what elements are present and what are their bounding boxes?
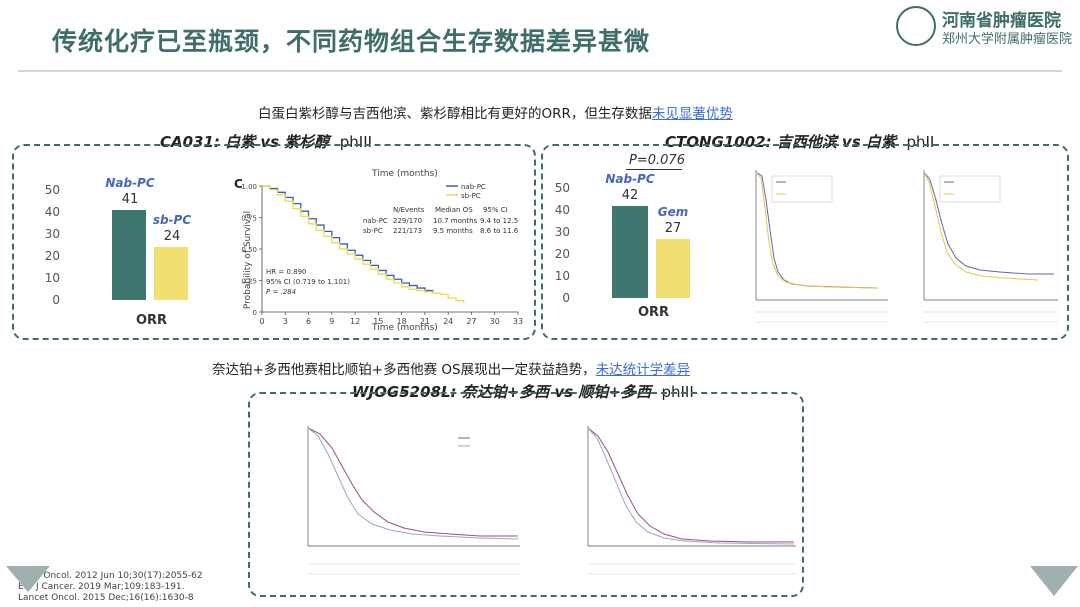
- hospital-emblem-icon: [896, 6, 936, 46]
- y-tick-label: 50: [554, 181, 570, 195]
- ctong1002-title: CTONG1002: 吉西他滨 vs 白紫 phII: [665, 133, 935, 151]
- legend-entry: sb-PC: [461, 192, 481, 200]
- y-tick-label: 30: [554, 225, 570, 239]
- x-tick-label: 21: [420, 317, 430, 326]
- x-tick-label: 18: [397, 317, 407, 326]
- p-value: P = .284: [266, 288, 296, 296]
- y-axis-label: Probability of Survival: [243, 211, 253, 309]
- x-tick-label: 24: [443, 317, 453, 326]
- bar-gem: [656, 238, 690, 298]
- table-cell: 10.7 months: [433, 217, 478, 225]
- x-tick-label: 9: [329, 317, 334, 326]
- bar-value-label: 41: [121, 191, 139, 207]
- panel-label: C: [234, 177, 243, 191]
- table-cell: nab-PC: [363, 217, 388, 225]
- reference-1: J Clin Oncol. 2012 Jun 10;30(17):2055-62: [18, 571, 203, 581]
- y-tick-label: 10: [554, 269, 570, 283]
- subtitle-orr-comparison: 白蛋白紫杉醇与吉西他滨、紫杉醇相比有更好的ORR，但生存数据未见显著优势: [258, 102, 733, 122]
- y-tick-label: 0.25: [241, 278, 257, 286]
- bar-value-label: 42: [621, 187, 639, 203]
- confidence-interval: 95% CI (0.719 to 1.101): [266, 278, 350, 286]
- bar-category-label: sb-PC: [152, 213, 192, 228]
- x-tick-label: 3: [283, 317, 288, 326]
- table-cell: 9.4 to 12.5: [480, 217, 518, 225]
- y-tick-label: 40: [44, 205, 60, 219]
- x-tick-label: 0: [259, 317, 264, 326]
- logo-text-secondary: 郑州大学附属肿瘤医院: [942, 32, 1073, 47]
- ca031-survival-curve: C Time (months) Probability of Survival …: [234, 169, 523, 333]
- x-tick-label: 15: [373, 317, 383, 326]
- logo-text-primary: 河南省肿瘤医院: [942, 11, 1061, 31]
- y-tick-label: 0: [52, 293, 60, 307]
- pfs-curve-figure: [755, 170, 888, 323]
- series-line-sb-PC: [262, 185, 465, 304]
- bar-sb-pc: [154, 247, 188, 300]
- ca031-orr-bar-chart: 50 40 30 20 10 0 Nab-PC 41 sb-PC 24 ORR: [36, 175, 226, 335]
- bar-nab-pc: [112, 209, 146, 300]
- pfs-curve-figure: [587, 426, 796, 575]
- os-curve-figure: [307, 426, 520, 575]
- subtitle-highlight: 未见显著优势: [651, 106, 733, 122]
- subtitle-text: 奈达铂+多西他赛相比顺铂+多西他赛 OS展现出一定获益趋势，: [212, 362, 596, 378]
- reference-3: Lancet Oncol. 2015 Dec;16(16):1630-8: [18, 593, 194, 603]
- title-divider: [18, 70, 1062, 72]
- table-header: Median OS: [435, 206, 473, 214]
- corner-triangle-icon: [1030, 566, 1078, 596]
- subtitle-text: 白蛋白紫杉醇与吉西他滨、紫杉醇相比有更好的ORR，但生存数据: [258, 106, 652, 122]
- p-value-label: P=0.076: [629, 153, 685, 168]
- ctong1002-panel: [541, 144, 1069, 340]
- x-tick-label: 27: [466, 317, 476, 326]
- y-tick-label: 20: [44, 249, 60, 263]
- x-axis-label: ORR: [136, 313, 168, 328]
- y-tick-label: 0: [253, 309, 257, 317]
- page-title: 传统化疗已至瓶颈，不同药物组合生存数据差异甚微: [52, 27, 651, 56]
- subtitle-os-comparison: 奈达铂+多西他赛相比顺铂+多西他赛 OS展现出一定获益趋势，未达统计学差异: [212, 358, 690, 378]
- ca031-panel: [12, 144, 536, 340]
- chart-top-label: Time (months): [371, 169, 438, 179]
- reference-2: Eur J Cancer. 2019 Mar;109:183-191.: [18, 582, 185, 592]
- x-tick-label: 33: [513, 317, 523, 326]
- x-axis-label: ORR: [638, 305, 670, 320]
- bar-nab-pc: [612, 205, 648, 298]
- subtitle-highlight: 未达统计学差异: [595, 362, 691, 378]
- ctong1002-orr-bar-chart: P=0.076 50 40 30 20 10 0 Nab-PC 42 Gem 2…: [546, 153, 716, 335]
- wjog5208l-panel: [248, 392, 804, 597]
- table-header: N/Events: [393, 206, 425, 214]
- hospital-logo: 河南省肿瘤医院 郑州大学附属肿瘤医院: [896, 4, 1076, 48]
- y-tick-label: 0: [562, 291, 570, 305]
- x-tick-label: 12: [350, 317, 360, 326]
- significance-bracket: [626, 169, 682, 170]
- corner-triangle-icon: [6, 566, 50, 592]
- table-cell: 8.6 to 11.6: [480, 227, 519, 235]
- wjog5208l-survival-curves-thumbnail: [307, 426, 796, 575]
- x-axis-label: Time (months): [371, 323, 438, 333]
- y-tick-label: 40: [554, 203, 570, 217]
- table-cell: sb-PC: [363, 227, 383, 235]
- x-tick-label: 30: [490, 317, 500, 326]
- y-tick-label: 50: [44, 183, 60, 197]
- hazard-ratio: HR = 0.890: [266, 268, 306, 276]
- table-header: 95% CI: [483, 206, 508, 214]
- bar-category-label: Nab-PC: [105, 175, 155, 190]
- bar-value-label: 27: [664, 220, 682, 236]
- bar-value-label: 24: [163, 229, 181, 245]
- table-cell: 229/170: [393, 217, 422, 225]
- os-curve-figure: [923, 170, 1058, 323]
- legend-entry: nab-PC: [461, 183, 486, 191]
- y-tick-label: 10: [44, 271, 60, 285]
- bar-category-label: Nab-PC: [605, 171, 655, 186]
- ctong1002-survival-curves-thumbnail: [755, 170, 1058, 323]
- y-tick-label: 0.75: [241, 215, 257, 223]
- bar-category-label: Gem: [657, 204, 689, 219]
- y-tick-label: 20: [554, 247, 570, 261]
- table-cell: 9.5 months: [433, 227, 473, 235]
- table-cell: 221/173: [393, 227, 422, 235]
- ca031-title: CA031: 白紫 vs 紫杉醇 phIII: [160, 133, 373, 151]
- x-tick-label: 6: [306, 317, 311, 326]
- y-tick-label: 0.50: [241, 246, 257, 254]
- y-tick-label: 30: [44, 227, 60, 241]
- y-tick-label: 1.00: [241, 183, 257, 191]
